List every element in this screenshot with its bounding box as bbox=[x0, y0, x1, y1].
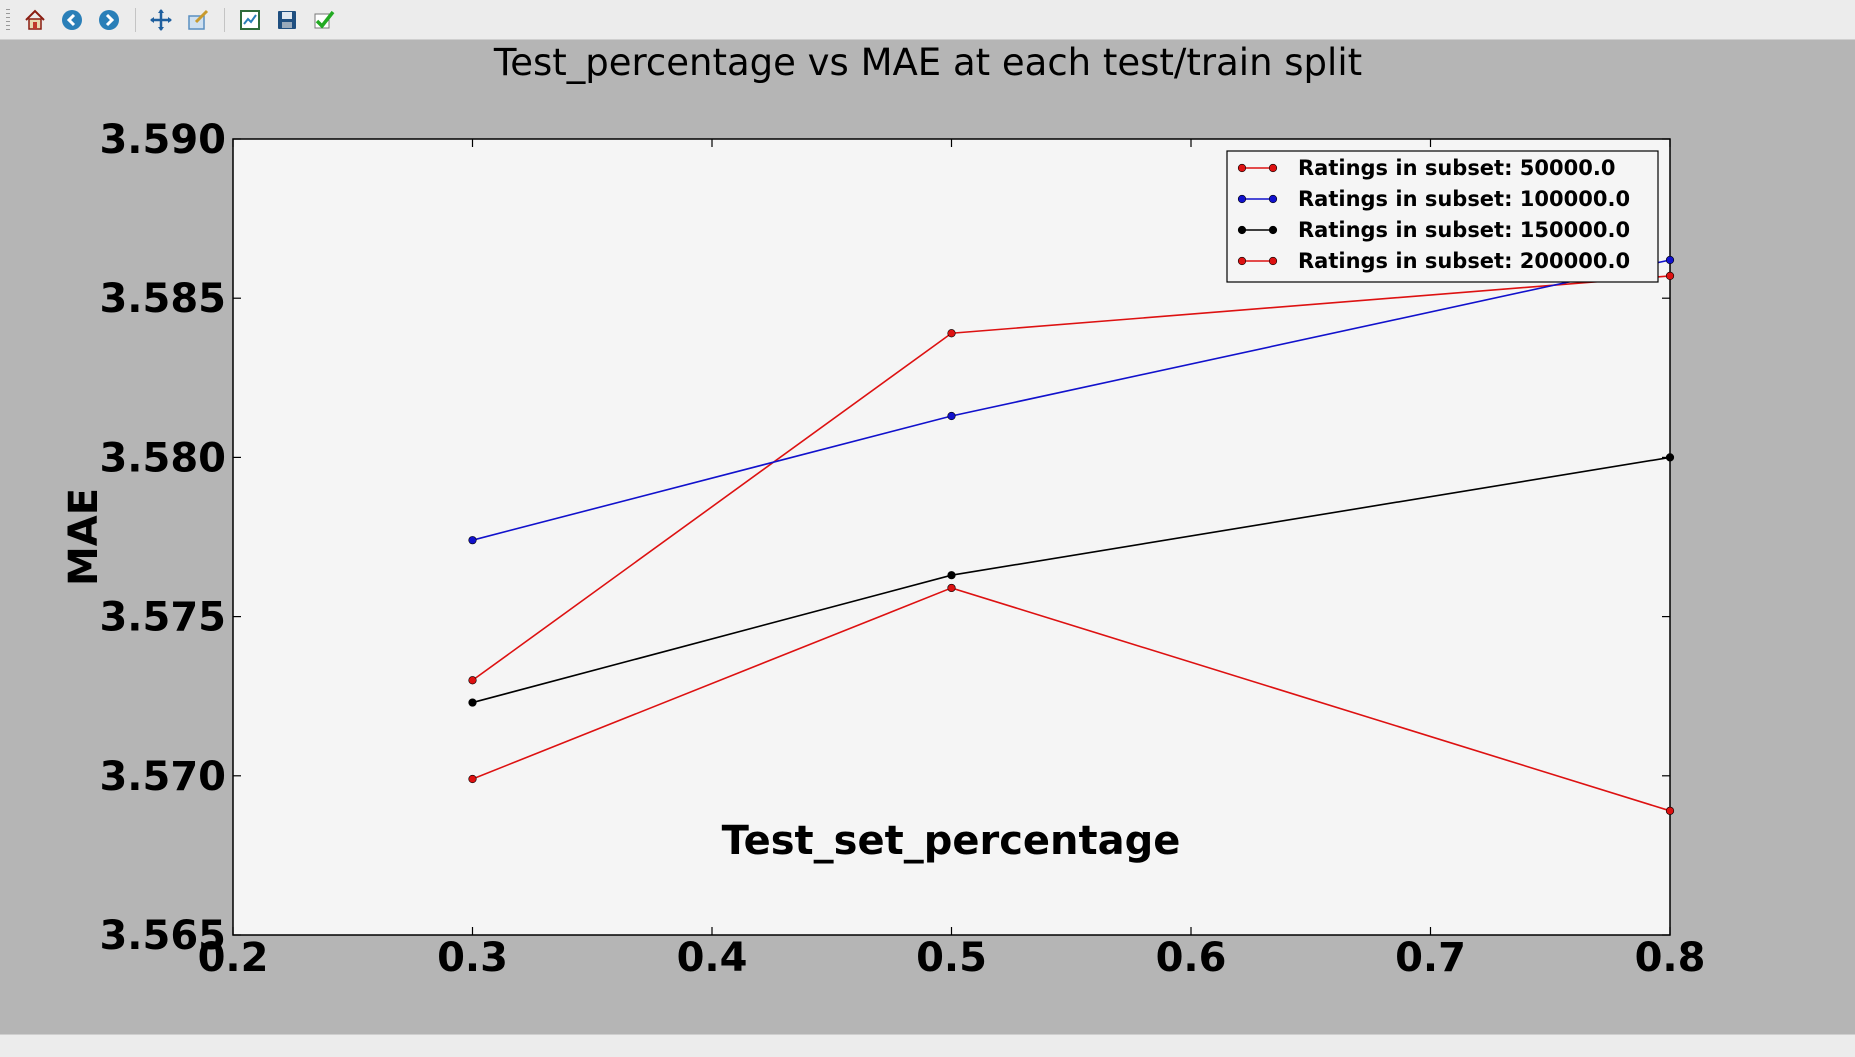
back-icon bbox=[62, 9, 82, 30]
data-point bbox=[468, 676, 477, 685]
data-point bbox=[468, 698, 477, 707]
legend-marker bbox=[1237, 163, 1247, 173]
y-tick-label: 3.585 bbox=[99, 276, 226, 322]
legend-entry: Ratings in subset: 100000.0 bbox=[1237, 187, 1630, 211]
pan-icon bbox=[150, 8, 172, 31]
legend-entry: Ratings in subset: 50000.0 bbox=[1237, 156, 1615, 180]
y-tick-label: 3.590 bbox=[99, 117, 226, 163]
x-tick-label: 0.4 bbox=[677, 935, 748, 981]
legend-marker bbox=[1237, 225, 1247, 235]
x-axis-ticks: 0.2 0.3 0.4 0.5 0.6 0.7 0.8 bbox=[198, 139, 1706, 981]
y-axis-ticks: 3.565 3.570 3.575 3.580 3.585 3.590 bbox=[99, 117, 1670, 959]
legend-marker bbox=[1268, 163, 1278, 173]
legend-entry: Ratings in subset: 200000.0 bbox=[1237, 249, 1630, 273]
zoom-button[interactable] bbox=[183, 5, 213, 35]
legend: Ratings in subset: 50000.0 Ratings in sub… bbox=[1226, 150, 1659, 283]
data-point bbox=[468, 774, 477, 784]
forward-button[interactable] bbox=[94, 5, 124, 35]
data-point bbox=[1665, 271, 1675, 281]
x-tick-label: 0.8 bbox=[1635, 935, 1706, 981]
subplots-button[interactable] bbox=[235, 5, 265, 35]
x-tick-label: 0.7 bbox=[1395, 935, 1466, 981]
toolbar-separator bbox=[224, 7, 225, 32]
x-tick-label: 0.6 bbox=[1156, 935, 1227, 981]
data-point bbox=[468, 536, 477, 545]
data-point bbox=[1665, 806, 1675, 815]
x-tick-label: 0.3 bbox=[437, 935, 508, 981]
legend-marker bbox=[1268, 225, 1278, 235]
status-bar bbox=[0, 1034, 1855, 1057]
series-2 bbox=[468, 255, 1675, 545]
legend-marker bbox=[1268, 256, 1278, 266]
series-3 bbox=[468, 453, 1675, 707]
data-point bbox=[947, 571, 956, 580]
legend-label: Ratings in subset: 150000.0 bbox=[1298, 218, 1630, 242]
legend-marker bbox=[1237, 194, 1247, 204]
legend-label: Ratings in subset: 100000.0 bbox=[1298, 187, 1630, 211]
data-point bbox=[1665, 453, 1675, 462]
pan-button[interactable] bbox=[146, 5, 176, 35]
data-point bbox=[947, 583, 956, 593]
y-tick-label: 3.580 bbox=[99, 435, 226, 481]
legend-label: Ratings in subset: 200000.0 bbox=[1298, 249, 1630, 273]
series-1 bbox=[468, 271, 1675, 685]
legend-entry: Ratings in subset: 150000.0 bbox=[1237, 218, 1630, 242]
edit-axes-icon bbox=[314, 10, 335, 29]
series-layer bbox=[468, 255, 1675, 815]
subplots-icon bbox=[240, 9, 260, 30]
data-point bbox=[947, 411, 956, 421]
save-icon bbox=[278, 10, 296, 29]
x-tick-label: 0.2 bbox=[198, 935, 269, 981]
x-axis-label: Test_set_percentage bbox=[722, 818, 1181, 864]
toolbar-grip[interactable] bbox=[6, 8, 10, 31]
edit-axes-button[interactable] bbox=[309, 5, 339, 35]
y-tick-label: 3.570 bbox=[99, 754, 226, 800]
home-icon bbox=[25, 9, 45, 30]
y-tick-label: 3.565 bbox=[99, 913, 226, 959]
legend-label: Ratings in subset: 50000.0 bbox=[1298, 156, 1615, 180]
save-button[interactable] bbox=[272, 5, 302, 35]
series-4 bbox=[468, 583, 1675, 815]
data-point bbox=[1665, 255, 1675, 265]
toolbar bbox=[0, 0, 1855, 40]
legend-marker bbox=[1237, 256, 1247, 266]
chart-title: Test_percentage vs MAE at each test/trai… bbox=[493, 41, 1362, 84]
line-chart: Test_percentage vs MAE at each test/trai… bbox=[61, 41, 1706, 981]
figure-canvas[interactable]: Test_percentage vs MAE at each test/trai… bbox=[0, 40, 1855, 1034]
y-tick-label: 3.575 bbox=[99, 595, 226, 641]
toolbar-separator bbox=[135, 7, 136, 32]
x-tick-label: 0.5 bbox=[916, 935, 987, 981]
legend-box bbox=[1226, 150, 1659, 283]
data-point bbox=[947, 329, 956, 338]
legend-marker bbox=[1268, 194, 1278, 204]
y-axis-label: MAE bbox=[61, 488, 107, 586]
forward-icon bbox=[99, 9, 119, 30]
home-button[interactable] bbox=[20, 5, 50, 35]
back-button[interactable] bbox=[57, 5, 87, 35]
zoom-icon bbox=[188, 9, 209, 30]
